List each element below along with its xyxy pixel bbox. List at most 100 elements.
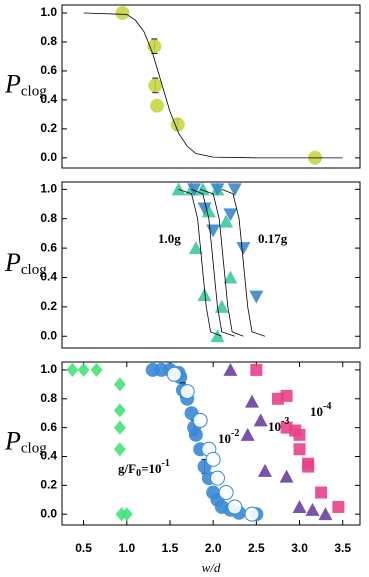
data-point [293,428,306,441]
data-point [293,443,306,456]
annotation-text: 0.17g [258,231,288,246]
data-point [113,403,126,418]
y-tick-label: 0.8 [40,211,57,225]
data-point [257,463,272,477]
y-tick-label: 0.4 [40,270,57,284]
y-label-sub: clog [21,262,47,278]
data-point [192,412,208,428]
data-point [90,362,103,377]
data-point [236,242,251,256]
data-point [188,427,203,442]
data-point [223,362,238,376]
plot-frame [61,181,361,349]
annotation: 1.0g [158,231,181,246]
data-point [148,78,163,93]
data-point [66,362,79,377]
data-point [187,183,202,197]
data-point [223,208,238,222]
y-tick-label: 0.6 [40,63,57,77]
data-point [250,363,263,376]
data-point [205,451,221,467]
y-tick-label: 0.2 [40,121,57,135]
plot-frame [61,4,361,169]
data-point [150,98,165,113]
data-point [209,470,225,486]
data-point [240,427,255,441]
x-tick-label: 0.5 [75,541,92,555]
fit-curve [221,188,266,337]
data-point [227,499,243,515]
data-point [210,183,225,197]
data-point [219,214,234,228]
y-tick-label: 0.2 [40,299,57,313]
data-point [171,182,186,196]
x-tick-label: 3.5 [334,541,351,555]
data-point [305,502,320,516]
data-point [280,389,293,402]
annotation: g/F0=10-1 [118,458,170,479]
annotation: 10-3 [268,416,289,434]
y-tick-label: 1.0 [40,362,57,376]
data-point [245,394,260,408]
y-tick-label: 0.0 [40,506,57,520]
data-point [279,469,294,483]
y-label-main: P [4,69,21,98]
data-point [188,241,203,255]
data-point [179,384,195,400]
annotation-sup: -2 [231,428,239,439]
annotation: 10-4 [310,401,331,419]
data-point [197,202,212,216]
data-point [218,485,234,501]
annotation-sub: 0 [136,468,141,479]
data-point [210,329,225,343]
data-point [113,377,126,392]
y-label-sub: clog [21,441,47,457]
data-point [120,507,133,522]
x-tick-label: 1.5 [162,541,179,555]
data-point [170,117,185,132]
y-label-main: P [4,248,21,277]
data-point [227,183,242,197]
data-point [201,204,216,218]
y-tick-label: 1.0 [40,182,57,196]
y-axis-label: Pclog [4,248,47,278]
annotation-text: =10 [141,461,161,476]
fit-curve [83,12,343,159]
data-point [249,290,264,304]
y-tick-label: 0.2 [40,478,57,492]
y-tick-label: 0.0 [40,328,57,342]
annotation: 0.17g [258,231,288,246]
y-axis-label: Pclog [4,69,47,99]
fit-curve [178,188,222,337]
y-tick-label: 0.4 [40,449,57,463]
x-tick-label: 1.0 [118,541,135,555]
annotation-text: g/F [118,461,136,476]
data-point [302,460,315,473]
x-axis-label: w/d [202,560,221,575]
data-point [197,288,212,302]
y-tick-label: 1.0 [40,5,57,19]
y-tick-label: 0.6 [40,420,57,434]
data-point [113,442,126,457]
data-point [318,507,333,521]
annotation-sup: -4 [323,401,331,412]
data-point [77,362,90,377]
y-label-sub: clog [21,84,47,100]
data-point [244,506,260,522]
y-axis-label: Pclog [4,426,47,456]
annotation-text: 10 [268,419,281,434]
x-tick-label: 2.5 [248,541,265,555]
x-tick-label: 2.0 [205,541,222,555]
y-tick-label: 0.6 [40,240,57,254]
y-tick-label: 0.0 [40,150,57,164]
data-point [113,420,126,435]
x-tick-label: 3.0 [291,541,308,555]
plot-frame [61,361,361,526]
data-point [292,499,307,513]
annotation-text: 10 [218,431,231,446]
annotation-sup: -3 [281,416,289,427]
annotation-text: 10 [310,404,323,419]
fit-curve [191,188,235,337]
data-point [206,224,221,238]
